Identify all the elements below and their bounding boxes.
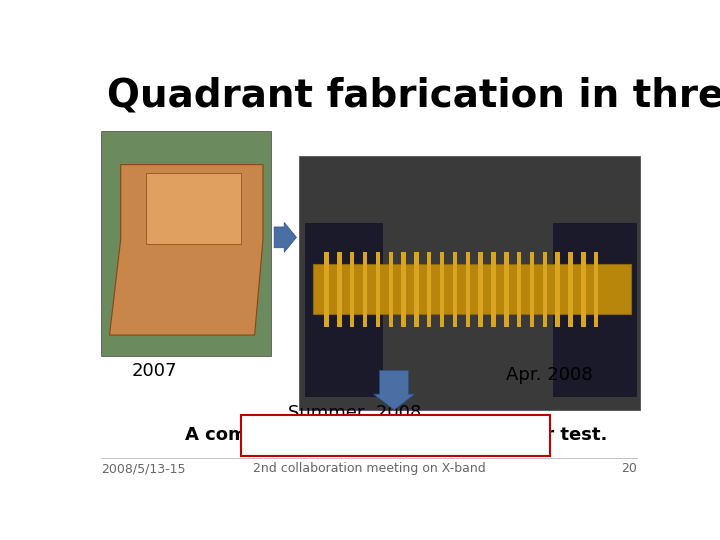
FancyBboxPatch shape [440, 252, 444, 327]
FancyBboxPatch shape [389, 252, 393, 327]
FancyBboxPatch shape [543, 252, 547, 327]
Polygon shape [145, 173, 240, 244]
FancyBboxPatch shape [305, 223, 383, 397]
FancyArrow shape [274, 222, 297, 252]
FancyArrow shape [374, 370, 415, 410]
Text: 2nd collaboration meeting on X-band: 2nd collaboration meeting on X-band [253, 462, 485, 475]
FancyBboxPatch shape [300, 156, 639, 410]
Polygon shape [109, 165, 263, 335]
FancyBboxPatch shape [504, 252, 508, 327]
Text: Quadrant fabrication in three stages: Quadrant fabrication in three stages [107, 77, 720, 115]
FancyBboxPatch shape [324, 252, 329, 327]
FancyBboxPatch shape [240, 415, 550, 456]
FancyBboxPatch shape [555, 252, 560, 327]
FancyBboxPatch shape [478, 252, 483, 327]
FancyBboxPatch shape [594, 252, 598, 327]
FancyBboxPatch shape [101, 131, 271, 356]
Text: Summer  2008: Summer 2008 [288, 404, 421, 422]
FancyBboxPatch shape [517, 252, 521, 327]
Text: 2008/5/13-15: 2008/5/13-15 [101, 462, 186, 475]
FancyBboxPatch shape [313, 265, 631, 314]
FancyBboxPatch shape [530, 252, 534, 327]
Text: 2007: 2007 [132, 362, 177, 380]
FancyBboxPatch shape [414, 252, 418, 327]
FancyBboxPatch shape [427, 252, 431, 327]
FancyBboxPatch shape [376, 252, 380, 327]
FancyBboxPatch shape [350, 252, 354, 327]
FancyBboxPatch shape [553, 223, 637, 397]
Text: 20: 20 [621, 462, 637, 475]
FancyBboxPatch shape [337, 252, 342, 327]
FancyBboxPatch shape [453, 252, 457, 327]
FancyBboxPatch shape [401, 252, 406, 327]
Text: Apr. 2008: Apr. 2008 [505, 366, 593, 383]
FancyBboxPatch shape [466, 252, 470, 327]
FancyBboxPatch shape [491, 252, 495, 327]
FancyBboxPatch shape [363, 252, 367, 327]
FancyBboxPatch shape [568, 252, 572, 327]
FancyBboxPatch shape [581, 252, 585, 327]
Text: A complete structure for high power test.: A complete structure for high power test… [184, 426, 607, 444]
